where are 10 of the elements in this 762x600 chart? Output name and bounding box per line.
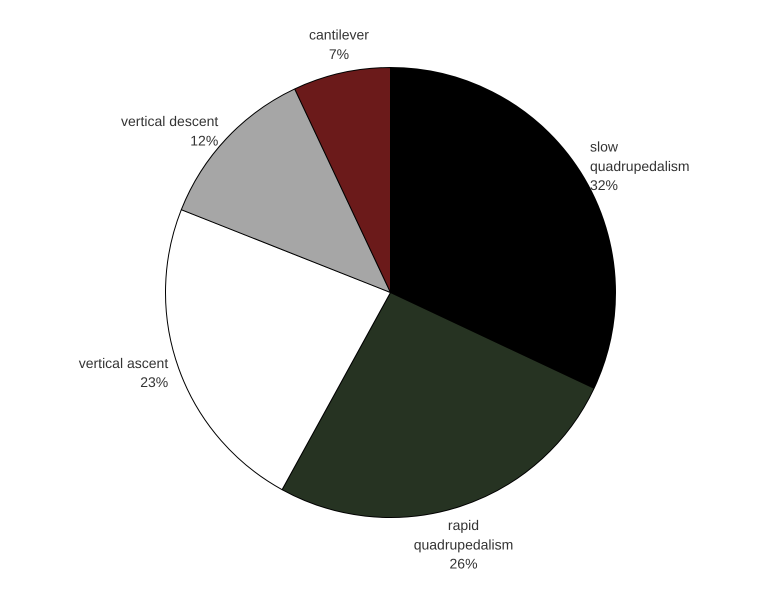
slice-label: rapid quadrupedalism <box>414 517 514 552</box>
data-label: 7% <box>328 46 350 62</box>
slice-label: cantilever <box>309 26 370 43</box>
data-label: 32% <box>590 177 618 194</box>
slice-label: vertical ascent <box>78 354 168 371</box>
data-label: 23% <box>140 374 168 390</box>
data-label: 12% <box>190 132 218 148</box>
slice-label: vertical descent <box>121 113 218 130</box>
data-label: 26% <box>449 556 478 572</box>
slice-label: slow quadrupedalism <box>590 138 690 174</box>
